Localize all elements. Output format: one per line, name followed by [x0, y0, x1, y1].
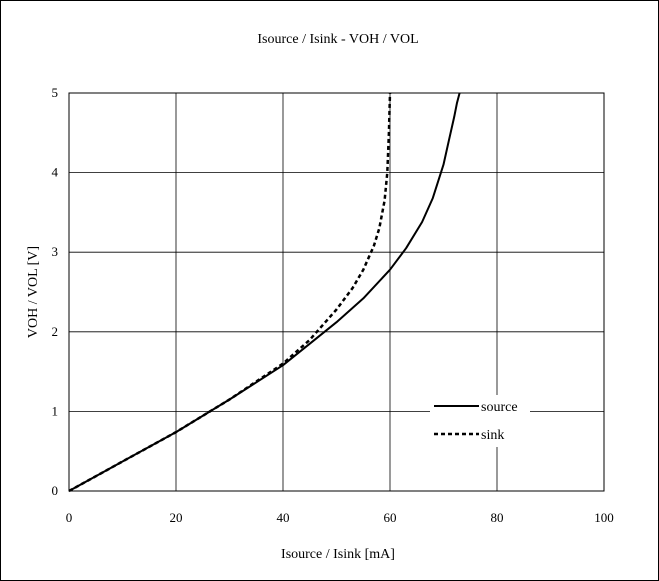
x-tick-label: 80 — [491, 510, 504, 525]
legend-box — [430, 395, 530, 447]
x-tick-label: 0 — [66, 510, 73, 525]
chart-title: Isource / Isink - VOH / VOL — [257, 32, 418, 47]
y-tick-label: 5 — [52, 85, 59, 100]
x-tick-label: 20 — [170, 510, 183, 525]
series-lines — [68, 92, 461, 493]
series-line-sink — [68, 92, 392, 493]
x-tick-label: 40 — [277, 510, 290, 525]
y-tick-label: 4 — [52, 165, 59, 180]
y-tick-label: 2 — [52, 324, 59, 339]
x-tick-label: 100 — [594, 510, 614, 525]
legend-label-sink: sink — [481, 428, 504, 443]
y-tick-label: 0 — [52, 483, 59, 498]
legend-label-source: source — [481, 400, 518, 415]
legend: source sink — [430, 395, 530, 447]
x-axis-title: Isource / Isink [mA] — [281, 547, 395, 562]
y-tick-labels: 0 1 2 3 4 5 — [52, 85, 59, 498]
x-tick-labels: 0 20 40 60 80 100 — [66, 510, 614, 525]
x-tick-label: 60 — [384, 510, 397, 525]
y-axis-title: VOH / VOL [V] — [26, 246, 41, 338]
y-tick-label: 1 — [52, 403, 59, 418]
y-tick-label: 3 — [52, 244, 59, 259]
